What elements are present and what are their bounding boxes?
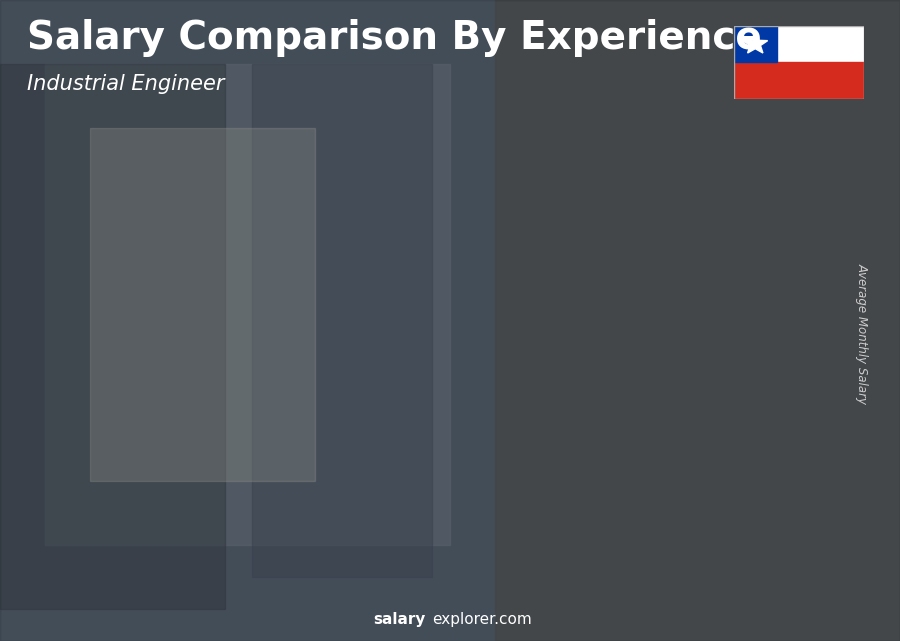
Polygon shape [726, 181, 804, 190]
Bar [197, 381, 266, 564]
Text: +nan%: +nan% [376, 201, 447, 219]
Text: 0 CLP: 0 CLP [284, 345, 321, 359]
Bar [252, 64, 432, 577]
Polygon shape [399, 322, 408, 564]
Polygon shape [742, 33, 768, 53]
Bar [495, 0, 900, 641]
Text: +nan%: +nan% [640, 101, 711, 119]
Polygon shape [329, 318, 408, 328]
Polygon shape [266, 377, 275, 564]
Polygon shape [66, 430, 143, 440]
Bar [0, 64, 225, 609]
Text: salary: salary [374, 612, 426, 627]
Text: 0 CLP: 0 CLP [549, 263, 586, 276]
Bar [734, 26, 777, 62]
Text: Industrial Engineer: Industrial Engineer [27, 74, 224, 94]
Bar [734, 62, 864, 99]
Text: 0 CLP: 0 CLP [417, 304, 454, 317]
Bar [594, 244, 662, 564]
Bar [462, 286, 530, 564]
Bar [90, 128, 315, 481]
Polygon shape [134, 435, 143, 564]
Text: +nan%: +nan% [244, 244, 315, 262]
Text: Salary Comparison By Experience: Salary Comparison By Experience [27, 19, 761, 57]
Bar [45, 64, 450, 545]
Bar [726, 190, 795, 564]
Bar [66, 440, 134, 564]
Polygon shape [594, 235, 671, 244]
Text: 0 CLP: 0 CLP [681, 208, 718, 222]
Text: +nan%: +nan% [112, 300, 183, 318]
Bar [329, 328, 399, 564]
Polygon shape [197, 372, 275, 381]
Polygon shape [795, 186, 804, 564]
Text: 0 CLP: 0 CLP [21, 458, 58, 471]
Text: explorer.com: explorer.com [432, 612, 532, 627]
Text: +nan%: +nan% [508, 157, 580, 175]
Polygon shape [462, 276, 540, 286]
Text: 0 CLP: 0 CLP [152, 400, 190, 413]
Polygon shape [662, 240, 671, 564]
Text: Average Monthly Salary: Average Monthly Salary [856, 263, 868, 404]
Bar [734, 26, 864, 62]
Polygon shape [530, 281, 540, 564]
